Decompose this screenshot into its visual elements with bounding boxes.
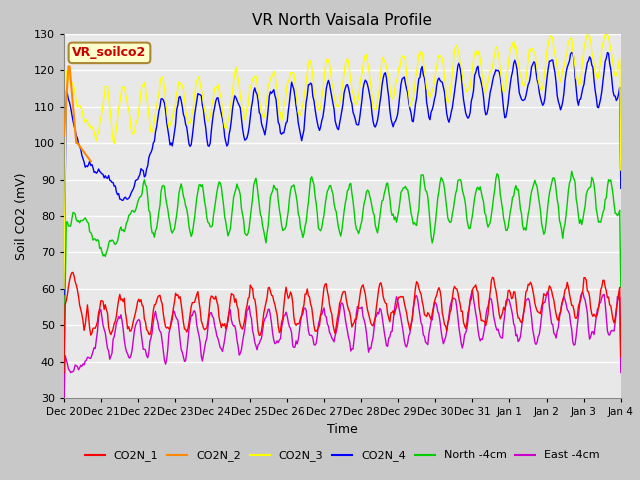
Y-axis label: Soil CO2 (mV): Soil CO2 (mV) [15,172,28,260]
X-axis label: Time: Time [327,423,358,436]
Title: VR North Vaisala Profile: VR North Vaisala Profile [252,13,433,28]
Text: VR_soilco2: VR_soilco2 [72,47,147,60]
Legend: CO2N_1, CO2N_2, CO2N_3, CO2N_4, North -4cm, East -4cm: CO2N_1, CO2N_2, CO2N_3, CO2N_4, North -4… [81,446,604,466]
